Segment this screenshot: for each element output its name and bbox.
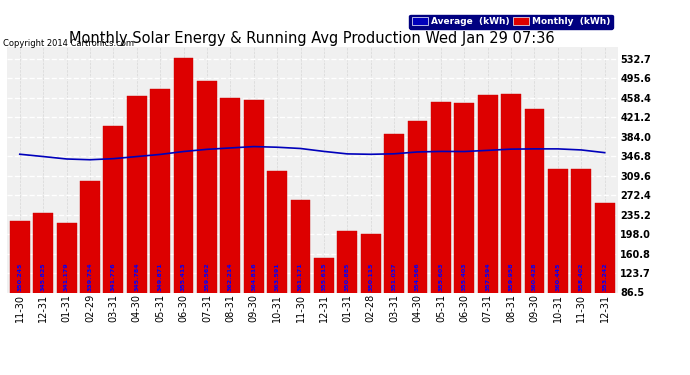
Bar [477, 95, 497, 338]
Text: 350.115: 350.115 [368, 262, 373, 291]
Text: 350.885: 350.885 [345, 262, 350, 291]
Bar [361, 234, 381, 338]
Bar [220, 98, 240, 338]
Bar [10, 222, 30, 338]
Bar [104, 126, 124, 338]
Text: 357.594: 357.594 [485, 262, 490, 291]
Bar [595, 202, 615, 338]
Title: Monthly Solar Energy & Running Avg Production Wed Jan 29 07:36: Monthly Solar Energy & Running Avg Produ… [70, 31, 555, 46]
Bar [524, 109, 544, 338]
Bar [548, 169, 568, 338]
Bar [197, 81, 217, 338]
Text: 355.603: 355.603 [438, 262, 444, 291]
Text: 358.402: 358.402 [579, 262, 584, 291]
Text: 349.871: 349.871 [157, 262, 163, 291]
Text: 353.242: 353.242 [602, 262, 607, 291]
Text: 355.403: 355.403 [462, 262, 467, 291]
Text: 341.179: 341.179 [64, 262, 69, 291]
Bar [150, 89, 170, 338]
Bar [337, 231, 357, 338]
Bar [571, 169, 591, 338]
Bar [127, 96, 147, 338]
Bar [314, 258, 334, 338]
Bar [80, 181, 100, 338]
Text: 363.591: 363.591 [275, 262, 279, 291]
Bar [267, 171, 287, 338]
Bar [454, 103, 474, 338]
Text: 345.825: 345.825 [41, 262, 46, 291]
Text: 355.413: 355.413 [181, 262, 186, 291]
Text: 341.776: 341.776 [111, 262, 116, 291]
Bar [408, 122, 427, 338]
Bar [431, 102, 451, 338]
Text: 362.214: 362.214 [228, 262, 233, 291]
Bar [33, 213, 53, 338]
Text: 364.816: 364.816 [251, 262, 256, 291]
Bar [384, 134, 404, 338]
Legend: Average  (kWh), Monthly  (kWh): Average (kWh), Monthly (kWh) [409, 15, 613, 29]
Text: 339.734: 339.734 [88, 262, 92, 291]
Bar [174, 58, 193, 338]
Text: 351.037: 351.037 [392, 262, 397, 291]
Text: 359.562: 359.562 [204, 262, 210, 291]
Text: 345.784: 345.784 [135, 262, 139, 291]
Text: 361.171: 361.171 [298, 262, 303, 291]
Text: 350.245: 350.245 [17, 262, 22, 291]
Bar [57, 222, 77, 338]
Bar [290, 201, 310, 338]
Text: 359.958: 359.958 [509, 262, 513, 291]
Text: Copyright 2014 Cartronics.com: Copyright 2014 Cartronics.com [3, 39, 135, 48]
Text: 360.445: 360.445 [555, 262, 560, 291]
Text: 354.566: 354.566 [415, 262, 420, 291]
Bar [501, 94, 521, 338]
Text: 355.615: 355.615 [322, 262, 326, 291]
Bar [244, 100, 264, 338]
Text: 360.428: 360.428 [532, 262, 537, 291]
